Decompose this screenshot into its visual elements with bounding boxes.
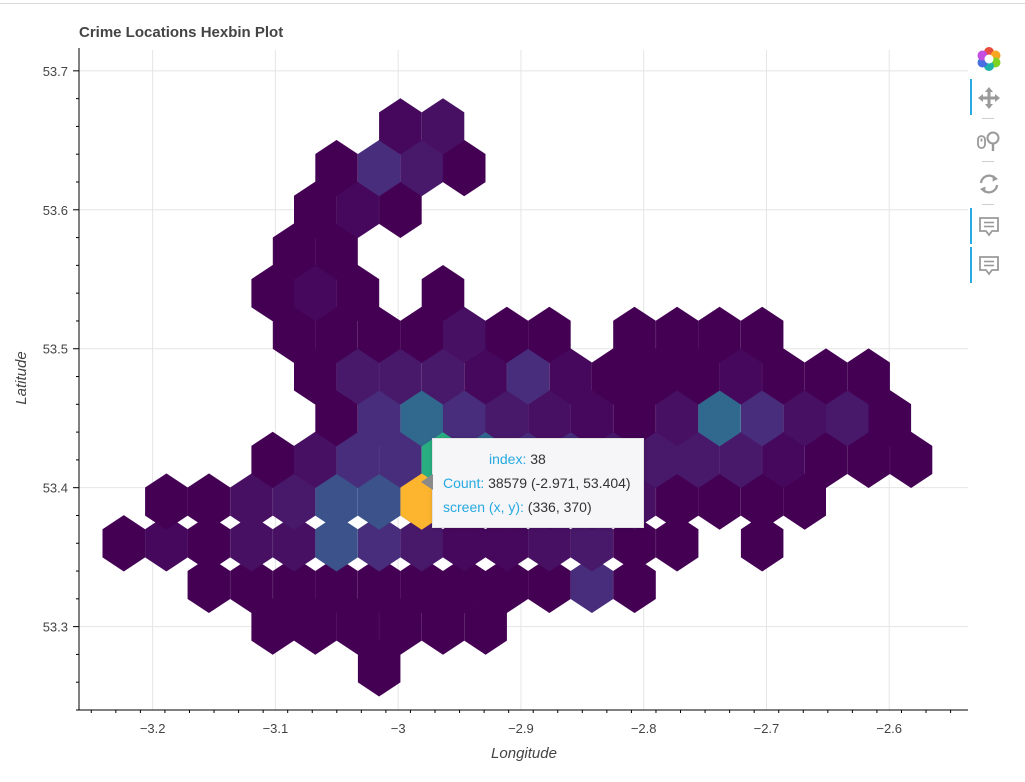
hex-cell[interactable] xyxy=(145,515,188,572)
hover-icon xyxy=(979,256,999,276)
hex-cell[interactable] xyxy=(570,556,614,614)
hex-cell[interactable] xyxy=(740,515,784,572)
reset-icon xyxy=(979,174,999,194)
tooltip-screen-value: (336, 370) xyxy=(527,499,592,515)
hex-cell[interactable] xyxy=(442,556,486,614)
hex-cell[interactable] xyxy=(272,515,316,572)
hex-cell[interactable] xyxy=(528,556,571,614)
hex-cell[interactable] xyxy=(655,515,699,572)
tooltip-coordinates: (-2.971, 53.404) xyxy=(530,475,631,491)
x-tick-label: −3.1 xyxy=(263,721,289,736)
chart-title: Crime Locations Hexbin Plot xyxy=(79,24,283,41)
hex-cell[interactable] xyxy=(442,515,486,572)
hover-tooltip: index: 38 Count: 38579 (-2.971, 53.404) … xyxy=(421,438,644,528)
hex-cell[interactable] xyxy=(315,139,358,197)
hex-cell[interactable] xyxy=(357,556,401,614)
toolbar-separator xyxy=(982,204,994,205)
pan-icon xyxy=(978,87,1000,109)
hex-cell[interactable] xyxy=(400,556,444,614)
tooltip-count-label: Count: xyxy=(443,475,485,491)
x-axis-label: Longitude xyxy=(491,745,557,762)
hex-cell[interactable] xyxy=(485,515,529,572)
wheel-zoom-tool-button[interactable] xyxy=(968,122,1008,158)
hex-cell[interactable] xyxy=(613,515,656,572)
hex-cell[interactable] xyxy=(187,473,231,530)
axes: −3.2 −3.1 −3 −2.9 −2.8 −2.7 −2.6 53.3 53.4 53.5 53… xyxy=(43,48,968,736)
hex-cell[interactable] xyxy=(187,515,231,572)
y-tick-label: 53.3 xyxy=(43,620,68,635)
hex-cell[interactable] xyxy=(528,515,571,572)
bokeh-logo-button[interactable] xyxy=(968,40,1008,76)
hex-cell[interactable] xyxy=(145,473,188,530)
x-tick-label: −3.2 xyxy=(140,721,166,736)
hex-cell[interactable] xyxy=(740,306,784,363)
hex-cell[interactable] xyxy=(528,306,571,363)
pan-tool-button[interactable] xyxy=(968,79,1008,115)
toolbar xyxy=(968,40,1008,286)
hex-cell[interactable] xyxy=(804,348,848,405)
hex-cell[interactable] xyxy=(655,306,699,363)
top-divider xyxy=(0,3,1025,4)
hover-icon xyxy=(979,217,999,237)
hex-cell[interactable] xyxy=(251,431,295,489)
reset-tool-button[interactable] xyxy=(968,165,1008,201)
y-tick-label: 53.5 xyxy=(43,342,68,357)
tooltip-arrow xyxy=(421,474,433,490)
hex-cell[interactable] xyxy=(570,515,614,572)
wheel-zoom-icon xyxy=(977,131,1000,151)
hex-cell[interactable] xyxy=(272,556,316,614)
hex-cell[interactable] xyxy=(613,556,656,614)
x-tick-label: −2.7 xyxy=(754,721,780,736)
hex-cell[interactable] xyxy=(613,306,656,363)
bokeh-logo-icon xyxy=(977,47,1001,71)
tooltip-count-value: 38579 xyxy=(488,475,528,491)
y-tick-label: 53.7 xyxy=(43,64,68,79)
tooltip-index-label: index: xyxy=(489,451,527,467)
hex-cell[interactable] xyxy=(698,306,741,363)
hover-tool-button[interactable] xyxy=(968,208,1008,244)
toolbar-separator xyxy=(982,118,994,119)
hexbin-chart[interactable]: −3.2 −3.1 −3 −2.9 −2.8 −2.7 −2.6 53.3 53.4 53.5 53… xyxy=(0,0,968,782)
hex-cell[interactable] xyxy=(485,306,529,363)
hex-cell[interactable] xyxy=(847,348,890,405)
hex-cell[interactable] xyxy=(400,515,444,572)
hexbin-cells[interactable] xyxy=(102,98,933,697)
x-tick-label: −3 xyxy=(391,721,406,736)
hex-cell[interactable] xyxy=(485,556,529,614)
x-tick-label: −2.9 xyxy=(508,721,534,736)
hex-cell[interactable] xyxy=(230,515,273,572)
hex-cell[interactable] xyxy=(102,515,146,572)
hover-tool-button-2[interactable] xyxy=(968,247,1008,283)
x-tick-label: −2.6 xyxy=(876,721,902,736)
hex-cell[interactable] xyxy=(315,515,358,572)
toolbar-separator xyxy=(982,161,994,162)
hex-cell[interactable] xyxy=(230,556,273,614)
tooltip-screen-label: screen (x, y): xyxy=(443,499,524,515)
x-tick-label: −2.8 xyxy=(631,721,657,736)
hex-cell[interactable] xyxy=(187,556,231,614)
hex-cell[interactable] xyxy=(357,515,401,572)
hex-cell[interactable] xyxy=(421,98,465,155)
y-tick-label: 53.4 xyxy=(43,481,68,496)
hex-cell[interactable] xyxy=(379,98,422,155)
y-tick-label: 53.6 xyxy=(43,203,68,218)
tooltip-index-value: 38 xyxy=(530,451,546,467)
hex-cell[interactable] xyxy=(315,556,358,614)
y-axis-label: Latitude xyxy=(13,351,30,404)
hex-cell[interactable] xyxy=(421,265,465,322)
